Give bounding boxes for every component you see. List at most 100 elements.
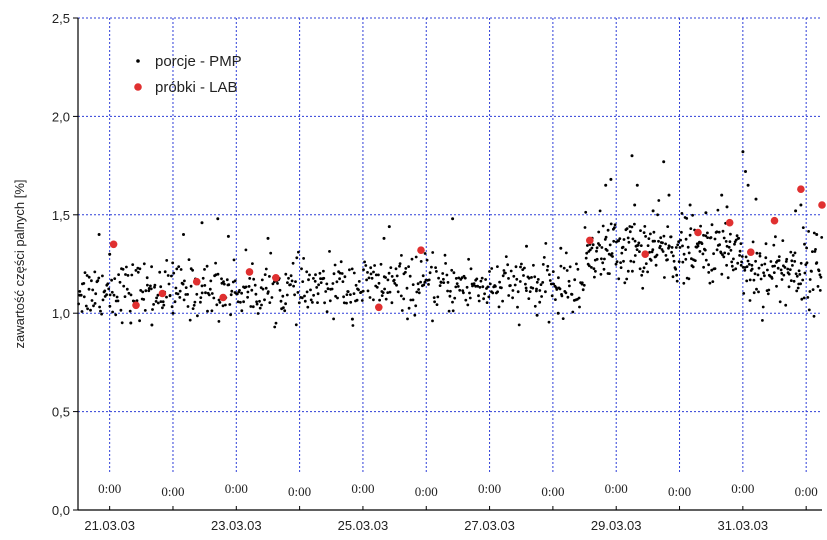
pmp-point [142, 262, 146, 266]
pmp-point [630, 225, 634, 229]
pmp-point [365, 278, 368, 282]
pmp-point [161, 306, 164, 310]
pmp-point [411, 283, 415, 286]
pmp-point [707, 271, 711, 274]
pmp-point [162, 303, 166, 307]
pmp-point [805, 246, 808, 250]
pmp-point [293, 293, 296, 297]
pmp-point [541, 263, 545, 266]
pmp-point [814, 248, 817, 251]
pmp-point [603, 238, 607, 241]
pmp-point [125, 287, 129, 291]
pmp-point [755, 287, 758, 291]
pmp-point [216, 272, 220, 276]
pmp-point [318, 271, 322, 275]
pmp-point [733, 242, 736, 246]
pmp-point [296, 291, 300, 294]
pmp-point [121, 267, 125, 271]
pmp-point [113, 277, 117, 280]
pmp-point [721, 229, 725, 233]
pmp-point [688, 203, 692, 207]
lab-point [747, 248, 755, 256]
pmp-point [750, 267, 754, 271]
pmp-point [819, 275, 823, 279]
pmp-point [384, 297, 388, 301]
pmp-point [242, 300, 246, 304]
pmp-point [687, 277, 691, 281]
pmp-point [753, 272, 757, 276]
pmp-point [171, 311, 175, 315]
pmp-point [801, 226, 805, 230]
pmp-point [253, 283, 257, 287]
pmp-point [718, 243, 721, 247]
pmp-point [122, 284, 126, 288]
pmp-point [748, 278, 752, 282]
pmp-point [390, 275, 394, 278]
pmp-point [228, 303, 232, 306]
axes [73, 17, 822, 511]
pmp-point [782, 273, 786, 277]
lab-point [725, 218, 734, 227]
pmp-point [468, 291, 471, 295]
pmp-point [210, 292, 214, 295]
pmp-point [661, 250, 665, 253]
pmp-point [811, 288, 815, 291]
pmp-point [789, 250, 793, 254]
pmp-point [746, 259, 750, 263]
pmp-point [136, 270, 140, 274]
pmp-point [98, 305, 101, 309]
pmp-point [520, 262, 523, 266]
pmp-point [617, 277, 621, 281]
pmp-point [675, 279, 679, 283]
pmp-point [530, 276, 533, 279]
pmp-point [722, 236, 726, 240]
pmp-point [781, 239, 785, 243]
pmp-point [638, 267, 642, 271]
pmp-point [682, 252, 686, 256]
pmp-point [610, 252, 614, 255]
pmp-point [573, 278, 577, 282]
pmp-point [312, 277, 315, 280]
pmp-point [680, 212, 684, 215]
pmp-point [134, 269, 138, 272]
pmp-point [435, 270, 438, 273]
pmp-point [251, 305, 255, 309]
pmp-point [604, 235, 608, 239]
pmp-point [554, 298, 557, 301]
pmp-point [698, 250, 702, 253]
pmp-point [769, 260, 773, 263]
pmp-point [587, 264, 591, 268]
pmp-point [731, 268, 735, 272]
pmp-point [423, 280, 427, 284]
y-axis-label: zawartość części palnych [%] [12, 179, 27, 348]
pmp-point [461, 289, 465, 292]
pmp-point [404, 270, 407, 274]
pmp-point [108, 252, 112, 256]
pmp-point [368, 296, 372, 299]
pmp-point [146, 283, 149, 287]
pmp-point [406, 317, 409, 321]
pmp-point [184, 286, 188, 289]
pmp-point [675, 273, 679, 277]
y-tick-label: 1,5 [52, 208, 70, 223]
pmp-point [328, 299, 332, 303]
pmp-point [387, 271, 391, 275]
pmp-point [689, 227, 693, 231]
pmp-point [189, 284, 193, 288]
pmp-point [525, 244, 528, 248]
pmp-point [123, 295, 127, 298]
pmp-point [721, 253, 724, 257]
pmp-point [547, 320, 551, 324]
pmp-point [181, 282, 185, 286]
pmp-point [740, 255, 744, 258]
pmp-point [566, 295, 570, 299]
pmp-point [799, 261, 803, 265]
pmp-point [556, 311, 560, 315]
pmp-point [672, 259, 676, 263]
pmp-point [163, 270, 167, 274]
pmp-point [247, 285, 251, 288]
pmp-point [290, 279, 294, 283]
pmp-point [476, 284, 479, 288]
pmp-point [316, 301, 319, 304]
pmp-point [818, 273, 822, 277]
